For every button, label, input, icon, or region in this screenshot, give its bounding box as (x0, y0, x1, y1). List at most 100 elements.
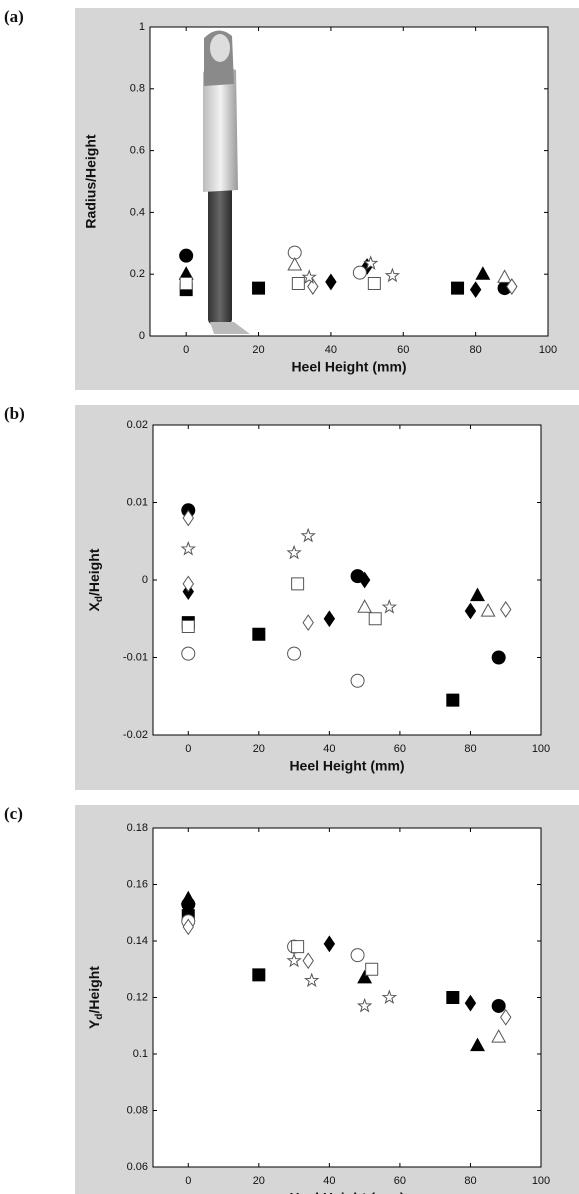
x-tick-label: 80 (464, 743, 476, 755)
x-tick-label: 100 (532, 743, 550, 755)
data-point (464, 602, 477, 620)
x-tick-label: 0 (185, 743, 191, 755)
data-point (302, 952, 314, 970)
data-point (365, 962, 379, 976)
data-point (252, 968, 266, 982)
y-tick-label: 0.16 (127, 878, 148, 890)
x-axis-label: Heel Height (mm) (289, 1190, 404, 1194)
x-axis-label: Heel Height (mm) (289, 758, 404, 774)
plot-area (153, 425, 541, 735)
data-point (506, 278, 518, 295)
data-point (286, 544, 302, 560)
plot-frame (152, 827, 542, 1168)
legs (208, 185, 232, 325)
data-point (500, 1008, 512, 1026)
y-tick-label: 0.12 (127, 991, 148, 1003)
y-tick-label: 0.01 (127, 496, 148, 508)
data-point (470, 587, 485, 602)
data-point (446, 693, 460, 707)
data-point (446, 991, 460, 1004)
data-point (180, 540, 196, 556)
x-tick-label: 40 (323, 743, 335, 755)
x-tick-label: 20 (253, 743, 265, 755)
y-tick-label: -0.02 (123, 729, 148, 741)
y-tick-label: 0.06 (127, 1161, 148, 1173)
data-point (475, 266, 491, 280)
data-point (323, 610, 336, 628)
data-point (491, 1029, 507, 1043)
panel-label: (b) (4, 404, 25, 423)
data-point (252, 281, 266, 295)
figure-illustration (203, 30, 250, 334)
x-tick-label: 0 (185, 1175, 191, 1187)
data-point (381, 989, 398, 1005)
data-point (451, 281, 465, 295)
y-axis-label-part: X (86, 601, 102, 611)
x-tick-label: 0 (183, 344, 189, 356)
y-tick-label: 0.6 (130, 145, 145, 157)
panel-label: (c) (4, 804, 23, 823)
data-point (323, 935, 336, 953)
data-point (302, 614, 314, 632)
y-tick-label: 0.4 (130, 206, 145, 218)
data-point (287, 646, 302, 661)
data-point (252, 627, 266, 641)
x-tick-label: 60 (394, 1175, 406, 1187)
panel-label: (a) (4, 7, 24, 26)
data-point (291, 577, 305, 591)
data-point (368, 612, 382, 626)
y-tick-label: 0.08 (127, 1104, 148, 1116)
y-axis-label-part: d (94, 596, 105, 602)
y-tick-label: 0.8 (130, 83, 145, 95)
data-point (181, 620, 195, 633)
data-point (358, 571, 371, 589)
y-tick-label: 1 (139, 21, 145, 33)
data-point (367, 276, 381, 290)
x-tick-label: 40 (325, 344, 337, 356)
y-tick-label: 0.18 (127, 822, 148, 834)
x-tick-label: 20 (253, 1175, 265, 1187)
plot-frame (152, 424, 542, 736)
y-axis-label: Yd/Height (86, 966, 105, 1029)
y-tick-label: 0.2 (130, 268, 145, 280)
feet (210, 322, 250, 334)
y-axis-label: Radius/Height (83, 134, 99, 228)
x-tick-label: 60 (397, 344, 409, 356)
data-point (350, 673, 365, 688)
data-point (291, 940, 305, 954)
plot-frame (149, 26, 549, 337)
x-tick-label: 100 (539, 344, 557, 356)
data-point (381, 599, 398, 614)
data-point (491, 998, 506, 1013)
x-axis-label: Heel Height (mm) (291, 359, 406, 375)
y-axis-label-part: d (94, 1014, 105, 1020)
y-axis-label-part: Y (86, 1019, 102, 1029)
y-axis-label-part: /Height (86, 966, 102, 1014)
data-point (470, 1037, 485, 1052)
data-point (182, 509, 194, 527)
x-tick-label: 100 (532, 1175, 550, 1187)
x-tick-label: 20 (252, 344, 264, 356)
data-point (287, 256, 303, 271)
data-point (350, 948, 365, 963)
x-tick-label: 80 (470, 344, 482, 356)
x-tick-label: 80 (464, 1175, 476, 1187)
data-point (500, 601, 512, 618)
data-point (300, 527, 316, 543)
data-point (325, 273, 337, 291)
data-point (182, 575, 194, 593)
data-point (181, 646, 196, 661)
x-tick-label: 60 (394, 743, 406, 755)
y-tick-label: 0.1 (133, 1048, 148, 1060)
head (210, 34, 230, 62)
y-tick-label: -0.01 (123, 651, 148, 663)
data-point (480, 603, 496, 617)
data-point (181, 897, 196, 912)
x-tick-label: 40 (323, 1175, 335, 1187)
data-point (469, 281, 482, 299)
y-axis-label: Xd/Height (86, 548, 105, 611)
y-tick-label: 0.02 (127, 419, 148, 431)
data-point (384, 267, 401, 283)
y-axis-label-part: /Height (86, 548, 102, 596)
y-tick-label: 0 (139, 330, 145, 342)
